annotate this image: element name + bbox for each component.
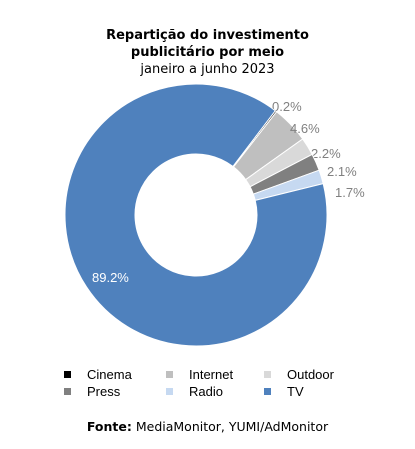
legend-swatch (64, 388, 71, 395)
chart-title-line-2: publicitário por meio (130, 45, 285, 60)
source-footer: Fonte: MediaMonitor, YUMI/AdMonitor (0, 419, 415, 435)
legend-swatch (166, 388, 173, 395)
data-label-tv: 89.2% (92, 270, 129, 285)
data-label-internet: 4.6% (290, 121, 320, 136)
legend-swatch (264, 371, 271, 378)
legend-label: Outdoor (287, 367, 334, 382)
legend-label: Radio (189, 384, 223, 399)
legend-label: Press (87, 384, 121, 399)
legend-swatch (166, 371, 173, 378)
source-label: Fonte: (86, 419, 132, 434)
chart-subtitle: janeiro a junho 2023 (140, 62, 275, 77)
legend-label: TV (287, 384, 304, 399)
legend-swatch (64, 371, 71, 378)
data-label-radio: 1.7% (335, 185, 365, 200)
data-label-outdoor: 2.2% (311, 146, 341, 161)
legend-label: Internet (189, 367, 234, 382)
data-label-press: 2.1% (327, 164, 357, 179)
legend-swatch (264, 388, 271, 395)
source-text: MediaMonitor, YUMI/AdMonitor (131, 419, 329, 434)
chart-title-line-1: Repartição do investimento (106, 28, 309, 43)
slice-tv (64, 83, 328, 347)
legend-label: Cinema (87, 367, 132, 382)
data-label-cinema: 0.2% (272, 99, 302, 114)
